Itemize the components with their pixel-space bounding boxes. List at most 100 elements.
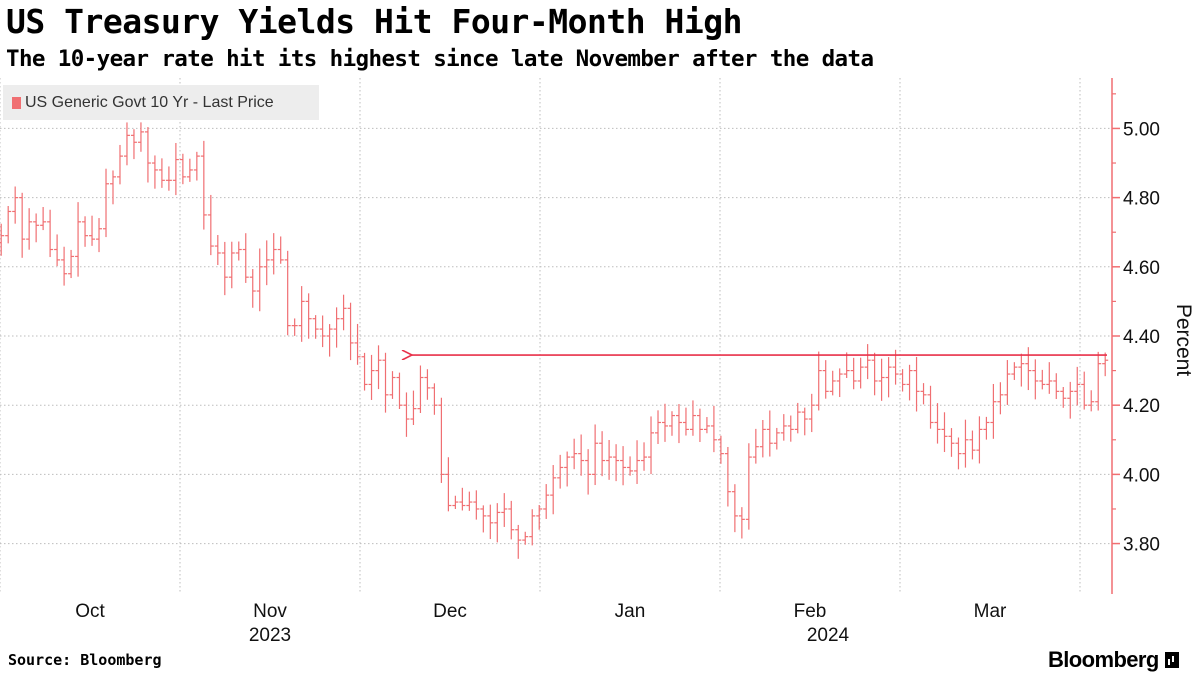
ohlc-bar bbox=[717, 435, 724, 464]
ohlc-bar bbox=[494, 503, 501, 543]
ohlc-bar bbox=[878, 358, 885, 401]
ohlc-bar bbox=[766, 410, 773, 457]
x-year-label: 2024 bbox=[807, 625, 850, 646]
ohlc-bar bbox=[780, 414, 787, 441]
ohlc-bar bbox=[871, 352, 878, 396]
ohlc-bar bbox=[291, 318, 298, 336]
ohlc-bar bbox=[557, 454, 564, 489]
ohlc-bar bbox=[389, 371, 396, 399]
ohlc-bar bbox=[1081, 371, 1088, 410]
ohlc-bar bbox=[361, 352, 368, 391]
ohlc-bar bbox=[815, 351, 822, 411]
ohlc-bar bbox=[165, 166, 172, 191]
ohlc-bar bbox=[759, 419, 766, 458]
ohlc-bar bbox=[242, 233, 249, 283]
y-axis-label: Percent bbox=[1172, 304, 1195, 377]
chart-title: US Treasury Yields Hit Four-Month High bbox=[6, 2, 742, 41]
ohlc-bar bbox=[263, 240, 270, 286]
ohlc-bar bbox=[368, 354, 375, 400]
ohlc-bar bbox=[773, 427, 780, 450]
ohlc-bar bbox=[116, 144, 123, 185]
ohlc-bar bbox=[1067, 381, 1074, 419]
ohlc-bar bbox=[1102, 352, 1109, 377]
ohlc-bar bbox=[627, 456, 634, 476]
ohlc-bar bbox=[375, 345, 382, 390]
ohlc-bar bbox=[340, 294, 347, 331]
ohlc-bar bbox=[235, 241, 242, 261]
y-tick-label: 4.40 bbox=[1123, 327, 1160, 348]
ohlc-bar bbox=[696, 408, 703, 442]
y-tick-label: 4.60 bbox=[1123, 258, 1160, 279]
ohlc-bar bbox=[997, 382, 1004, 415]
ohlc-bar bbox=[109, 170, 116, 205]
ohlc-bar bbox=[592, 424, 599, 486]
ohlc-bar bbox=[1018, 353, 1025, 387]
ohlc-bar bbox=[850, 357, 857, 390]
ohlc-bar bbox=[382, 352, 389, 413]
price-bars bbox=[0, 122, 1109, 559]
ohlc-bar bbox=[305, 293, 312, 339]
ohlc-bar bbox=[668, 411, 675, 436]
ohlc-bar bbox=[1004, 360, 1011, 405]
ohlc-bar bbox=[585, 449, 592, 495]
ohlc-bar bbox=[256, 248, 263, 312]
ohlc-bar bbox=[186, 158, 193, 182]
gridlines bbox=[0, 78, 1110, 594]
ohlc-bar bbox=[354, 323, 361, 365]
ohlc-bar bbox=[738, 507, 745, 539]
ohlc-bar bbox=[962, 419, 969, 468]
ohlc-bar bbox=[452, 495, 459, 509]
ohlc-bar bbox=[61, 246, 68, 286]
ohlc-bar bbox=[703, 417, 710, 434]
ohlc-bar bbox=[641, 442, 648, 471]
ohlc-bar bbox=[221, 241, 228, 296]
ohlc-bar bbox=[347, 302, 354, 361]
ohlc-bar bbox=[151, 155, 158, 189]
legend-label: US Generic Govt 10 Yr - Last Price bbox=[25, 93, 274, 111]
ohlc-bar bbox=[941, 412, 948, 453]
ohlc-bar bbox=[40, 207, 47, 231]
legend: US Generic Govt 10 Yr - Last Price bbox=[3, 85, 319, 120]
ohlc-bar bbox=[613, 444, 620, 482]
ohlc-bar bbox=[438, 397, 445, 483]
ohlc-bar bbox=[103, 168, 110, 238]
ohlc-bar bbox=[5, 206, 12, 244]
ohlc-bar bbox=[396, 372, 403, 410]
ohlc-bar bbox=[1053, 373, 1060, 400]
ohlc-bar bbox=[885, 357, 892, 398]
ohlc-bar bbox=[172, 142, 179, 196]
ohlc-bar bbox=[424, 369, 431, 400]
brand-name: Bloomberg bbox=[1048, 647, 1159, 672]
bloomberg-terminal-icon bbox=[1164, 652, 1179, 668]
ohlc-bar bbox=[137, 122, 144, 152]
source-note: Source: Bloomberg bbox=[8, 651, 162, 669]
ohlc-bar bbox=[571, 438, 578, 470]
ohlc-bar bbox=[843, 352, 850, 379]
ohlc-bar bbox=[969, 430, 976, 460]
ohlc-bar bbox=[403, 392, 410, 437]
ohlc-bar bbox=[927, 385, 934, 429]
ohlc-bar bbox=[228, 241, 235, 289]
ohlc-bar bbox=[990, 383, 997, 439]
ohlc-bar bbox=[298, 286, 305, 342]
ohlc-bar bbox=[1039, 369, 1046, 390]
ohlc-bar bbox=[689, 400, 696, 436]
ohlc-bar bbox=[75, 202, 82, 277]
ohlc-bar bbox=[899, 369, 906, 392]
ohlc-bar bbox=[417, 365, 424, 414]
ohlc-bar bbox=[480, 505, 487, 533]
ohlc-bar bbox=[661, 403, 668, 442]
ohlc-bar bbox=[26, 208, 33, 250]
ohlc-bar bbox=[829, 370, 836, 396]
ohlc-bar bbox=[284, 250, 291, 336]
ohlc-bar bbox=[655, 410, 662, 445]
ohlc-bar bbox=[501, 493, 508, 527]
ohlc-bar bbox=[249, 269, 256, 308]
y-tick-label: 3.80 bbox=[1123, 535, 1160, 556]
chart-subtitle: The 10-year rate hit its highest since l… bbox=[6, 46, 874, 72]
ohlc-bar bbox=[333, 307, 340, 348]
ohlc-bar bbox=[54, 234, 61, 267]
ohlc-bar bbox=[1032, 359, 1039, 400]
ohlc-bar bbox=[207, 194, 214, 256]
